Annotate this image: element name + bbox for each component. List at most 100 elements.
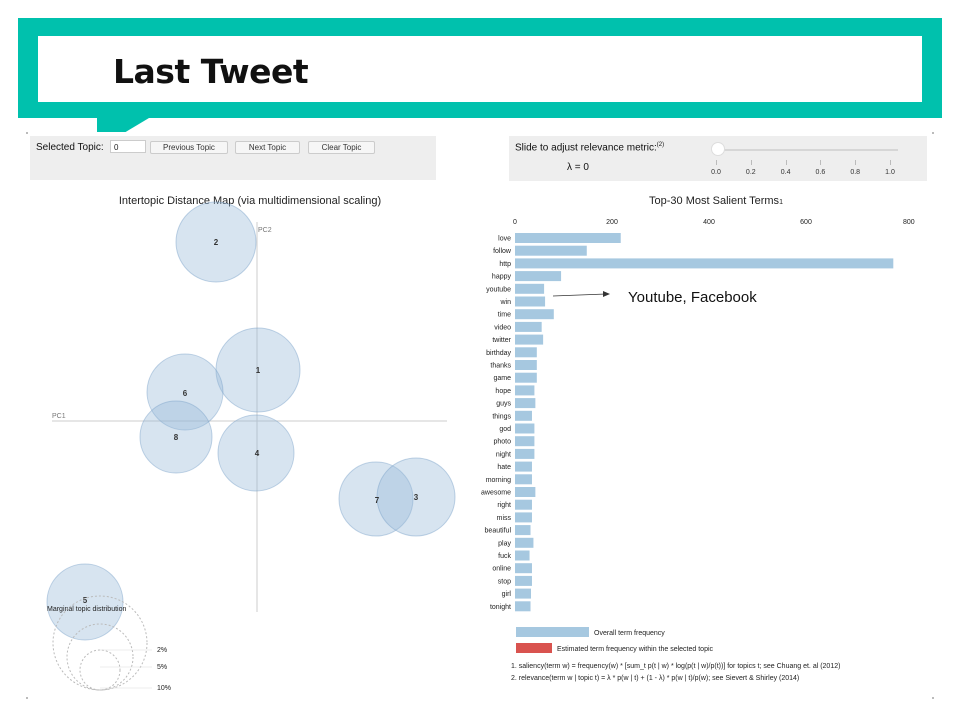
term-bar[interactable]: [515, 499, 532, 510]
topic-label-7: 7: [375, 496, 380, 505]
legend-circle-2pct: [79, 649, 121, 691]
term-label: http: [499, 261, 511, 268]
term-label: awesome: [481, 490, 511, 497]
term-bar[interactable]: [515, 550, 530, 561]
term-label: time: [498, 312, 511, 319]
term-label: tonight: [490, 604, 511, 611]
next-topic-button[interactable]: Next Topic: [235, 141, 300, 154]
term-label: beautiful: [485, 528, 512, 535]
clear-topic-button[interactable]: Clear Topic: [308, 141, 375, 154]
salient-terms-title-ref: 1: [779, 199, 783, 206]
term-bar[interactable]: [515, 334, 544, 345]
term-label: photo: [493, 439, 511, 446]
term-bar[interactable]: [515, 245, 587, 256]
term-label: game: [493, 375, 511, 382]
slider-tick-label: 0.8: [850, 169, 861, 176]
term-bar[interactable]: [515, 398, 536, 409]
term-bar[interactable]: [515, 601, 531, 612]
term-label: hate: [497, 464, 511, 471]
x-tick-label: 600: [800, 219, 812, 226]
salient-terms-title-text: Top-30 Most Salient Terms: [649, 195, 780, 207]
term-bar[interactable]: [515, 258, 894, 269]
term-bar[interactable]: [515, 283, 545, 294]
slide-title: Last Tweet: [113, 52, 309, 91]
slider-tick-label: 0.2: [745, 169, 756, 176]
legend-topic-swatch: [516, 643, 552, 653]
legend-circle-10pct: [52, 595, 148, 691]
legend-topic-label: Estimated term frequency within the sele…: [557, 646, 714, 653]
term-labels: love follow http happy youtube win time video tw…: [481, 236, 512, 611]
topic-circles[interactable]: [46, 201, 456, 641]
annotation-text: Youtube, Facebook: [628, 289, 757, 306]
relevance-slider-label: Slide to adjust relevance metric:(2): [515, 142, 664, 153]
x-tick-label: 0: [513, 219, 517, 226]
topic-label-5: 5: [83, 596, 88, 605]
x-tick-label: 200: [606, 219, 618, 226]
term-bar[interactable]: [515, 436, 535, 447]
term-bar[interactable]: [515, 537, 534, 548]
relevance-slider-track[interactable]: [718, 149, 898, 151]
relevance-footnote-ref: (2): [656, 142, 665, 148]
term-bar[interactable]: [515, 233, 621, 243]
relevance-slider-handle[interactable]: [711, 142, 725, 156]
term-bar[interactable]: [515, 271, 562, 282]
term-label: night: [496, 451, 511, 458]
term-bar[interactable]: [515, 347, 537, 358]
topic-circle-6[interactable]: [146, 353, 224, 431]
term-bar[interactable]: [515, 461, 532, 472]
term-bar[interactable]: [515, 309, 554, 320]
intertopic-map-title: Intertopic Distance Map (via multidimens…: [119, 195, 381, 207]
term-label: right: [497, 502, 511, 509]
topic-circle-2[interactable]: [175, 201, 257, 283]
term-label: thanks: [490, 363, 511, 370]
term-label: play: [498, 540, 511, 547]
topic-circle-7[interactable]: [338, 461, 414, 537]
slider-tick-label: 0.4: [780, 169, 791, 176]
topic-label-2: 2: [214, 238, 219, 247]
footnote-relevance: 2. relevance(term w | topic t) = λ * p(w…: [511, 675, 799, 682]
term-bar[interactable]: [515, 296, 546, 307]
term-bar[interactable]: [515, 563, 532, 574]
term-label: online: [492, 566, 511, 573]
term-bar[interactable]: [515, 487, 536, 497]
term-bar[interactable]: [515, 575, 532, 586]
term-bar[interactable]: [515, 410, 532, 421]
pc1-label: PC1: [52, 413, 66, 420]
term-bar[interactable]: [515, 423, 535, 434]
term-bars[interactable]: [515, 233, 894, 612]
term-bar[interactable]: [515, 474, 532, 485]
topic-circle-8[interactable]: [139, 400, 213, 474]
topic-control-panel: Selected Topic: 0 Previous Topic Next To…: [30, 136, 436, 180]
topic-label-3: 3: [414, 493, 419, 502]
term-bar[interactable]: [515, 360, 537, 370]
annotation-arrow-head: [603, 291, 610, 297]
corner-dot: [932, 697, 934, 699]
term-label: win: [499, 299, 511, 306]
annotation-arrow-line: [552, 293, 607, 297]
corner-dot: [26, 697, 28, 699]
legend-circle-5pct: [66, 623, 134, 691]
slider-tick-label: 0.6: [815, 169, 826, 176]
term-bar[interactable]: [515, 448, 535, 459]
term-bar[interactable]: [515, 385, 535, 396]
term-label: video: [494, 324, 511, 331]
legend-overall-swatch: [516, 627, 589, 637]
salient-terms-x-axis: 0 200 400 600 800: [513, 219, 915, 226]
term-bar[interactable]: [515, 525, 531, 536]
topic-circle-1[interactable]: [215, 327, 301, 413]
term-bar[interactable]: [515, 512, 532, 523]
term-label: birthday: [486, 350, 511, 357]
selected-topic-input[interactable]: 0: [110, 140, 146, 153]
term-label: twitter: [492, 337, 511, 344]
term-label: girl: [502, 591, 512, 598]
term-label: love: [498, 236, 511, 243]
slider-tick: [855, 160, 857, 165]
term-bar[interactable]: [515, 588, 532, 599]
term-bar[interactable]: [515, 321, 542, 332]
slider-tick: [890, 160, 891, 165]
topic-circle-4[interactable]: [217, 414, 295, 492]
x-tick-label: 800: [903, 219, 915, 226]
term-bar[interactable]: [515, 372, 537, 383]
topic-circle-3[interactable]: [376, 457, 456, 537]
previous-topic-button[interactable]: Previous Topic: [150, 141, 228, 154]
